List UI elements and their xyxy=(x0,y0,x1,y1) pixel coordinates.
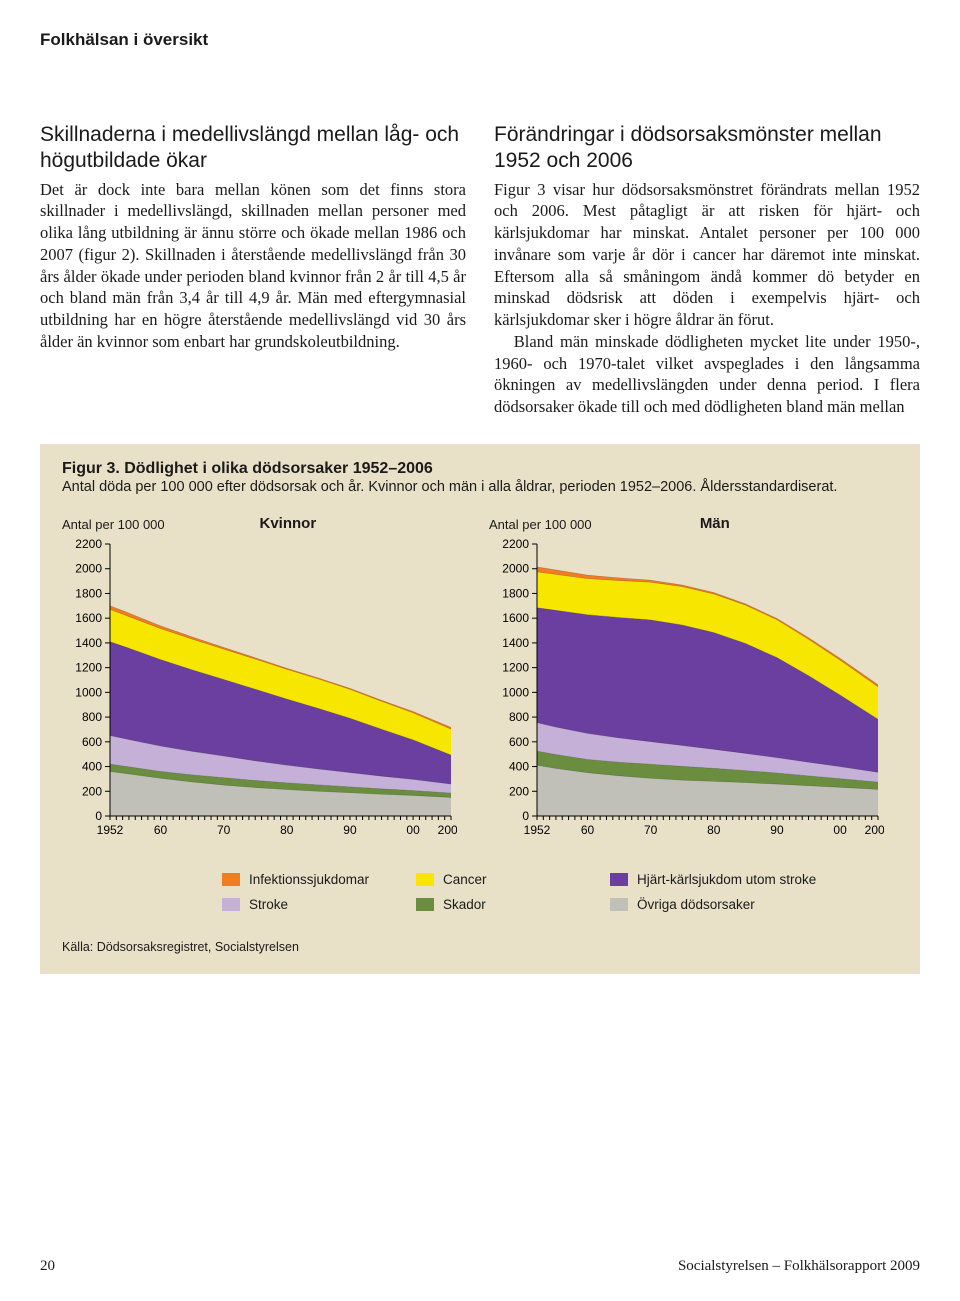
legend-item-skador: Skador xyxy=(416,897,596,912)
y-tick-label: 1400 xyxy=(75,636,102,650)
figure-desc: Antal döda per 100 000 efter dödsorsak o… xyxy=(62,479,837,495)
publication-name: Socialstyrelsen – Folkhälsorapport 2009 xyxy=(678,1258,920,1275)
figure-caption: Figur 3. Dödlighet i olika dödsorsaker 1… xyxy=(62,460,898,498)
legend-item-hjart: Hjärt-kärlsjukdom utom stroke xyxy=(610,872,816,887)
y-tick-label: 1000 xyxy=(502,686,529,700)
x-tick-label: 70 xyxy=(217,823,231,837)
right-para-1: Figur 3 visar hur dödsorsaksmönstret för… xyxy=(494,179,920,331)
page-number: 20 xyxy=(40,1258,55,1275)
x-tick-label: 2006 xyxy=(865,823,884,837)
legend-label-stroke: Stroke xyxy=(249,897,288,912)
x-tick-label: 00 xyxy=(406,823,420,837)
y-tick-label: 1600 xyxy=(502,612,529,626)
figure-title: Figur 3. Dödlighet i olika dödsorsaker 1… xyxy=(62,460,433,477)
x-tick-label: 2006 xyxy=(438,823,457,837)
legend-item-infektion: Infektionssjukdomar xyxy=(222,872,402,887)
chart-title-man: Män xyxy=(592,515,898,532)
legend-swatch-cancer xyxy=(416,873,434,886)
y-tick-label: 0 xyxy=(522,809,529,823)
y-tick-label: 2200 xyxy=(502,537,529,551)
y-tick-label: 1200 xyxy=(75,661,102,675)
x-tick-label: 00 xyxy=(833,823,847,837)
legend-swatch-infektion xyxy=(222,873,240,886)
legend-label-skador: Skador xyxy=(443,897,486,912)
legend-label-cancer: Cancer xyxy=(443,872,487,887)
y-tick-label: 2000 xyxy=(75,562,102,576)
legend-swatch-hjart xyxy=(610,873,628,886)
y-tick-label: 1800 xyxy=(75,587,102,601)
legend-label-ovriga: Övriga dödsorsaker xyxy=(637,897,755,912)
y-tick-label: 800 xyxy=(509,711,529,725)
x-tick-label: 60 xyxy=(581,823,595,837)
x-tick-label: 90 xyxy=(343,823,357,837)
chart-kvinnor: 0 200 400 600 800 1000 1200 1400 1600 1800 2000 220… xyxy=(62,536,457,846)
chart-title-kvinnor: Kvinnor xyxy=(165,515,471,532)
y-tick-label: 800 xyxy=(82,711,102,725)
legend-label-infektion: Infektionssjukdomar xyxy=(249,872,369,887)
x-tick-label: 1952 xyxy=(97,823,124,837)
y-tick-label: 2200 xyxy=(75,537,102,551)
left-subhead: Skillnaderna i medellivslängd mellan låg… xyxy=(40,122,466,175)
right-para-2: Bland män minskade dödligheten mycket li… xyxy=(494,331,920,418)
left-column: Skillnaderna i medellivslängd mellan låg… xyxy=(40,122,466,418)
x-tick-label: 1952 xyxy=(524,823,551,837)
left-para: Det är dock inte bara mellan könen som d… xyxy=(40,179,466,353)
y-tick-label: 1800 xyxy=(502,587,529,601)
y-axis-label: Antal per 100 000 xyxy=(62,517,165,532)
y-tick-label: 1400 xyxy=(502,636,529,650)
right-column: Förändringar i dödsorsaksmönster mellan … xyxy=(494,122,920,418)
y-tick-label: 600 xyxy=(82,735,102,749)
legend-label-hjart: Hjärt-kärlsjukdom utom stroke xyxy=(637,872,816,887)
y-tick-label: 1000 xyxy=(75,686,102,700)
chart-panel-kvinnor: Antal per 100 000 Kvinnor 0 200 400 600 800 1… xyxy=(62,515,471,846)
legend-swatch-skador xyxy=(416,898,434,911)
y-tick-label: 2000 xyxy=(502,562,529,576)
running-head: Folkhälsan i översikt xyxy=(40,30,920,50)
legend-item-cancer: Cancer xyxy=(416,872,596,887)
page-footer: 20 Socialstyrelsen – Folkhälsorapport 20… xyxy=(40,1258,920,1275)
x-tick-label: 70 xyxy=(644,823,658,837)
x-tick-label: 80 xyxy=(280,823,294,837)
y-tick-label: 1600 xyxy=(75,612,102,626)
y-axis-label: Antal per 100 000 xyxy=(489,517,592,532)
figure-legend: Infektionssjukdomar Cancer Hjärt-kärlsju… xyxy=(222,872,862,912)
x-tick-label: 60 xyxy=(154,823,168,837)
figure-source: Källa: Dödsorsaksregistret, Socialstyrel… xyxy=(62,940,898,954)
charts-row: Antal per 100 000 Kvinnor 02004006008001… xyxy=(62,515,898,846)
x-tick-label: 80 xyxy=(707,823,721,837)
legend-item-ovriga: Övriga dödsorsaker xyxy=(610,897,790,912)
y-tick-label: 400 xyxy=(509,760,529,774)
y-tick-label: 0 xyxy=(95,809,102,823)
chart-panel-man: Antal per 100 000 Män 0 200 400 600 800 1000 1… xyxy=(489,515,898,846)
text-columns: Skillnaderna i medellivslängd mellan låg… xyxy=(40,122,920,418)
right-subhead: Förändringar i dödsorsaksmönster mellan … xyxy=(494,122,920,175)
y-tick-label: 400 xyxy=(82,760,102,774)
legend-swatch-stroke xyxy=(222,898,240,911)
y-tick-label: 200 xyxy=(509,785,529,799)
x-tick-label: 90 xyxy=(770,823,784,837)
figure-3-block: Figur 3. Dödlighet i olika dödsorsaker 1… xyxy=(40,444,920,975)
chart-man: 0 200 400 600 800 1000 1200 1400 1600 1800 2000 220… xyxy=(489,536,884,846)
y-tick-label: 600 xyxy=(509,735,529,749)
legend-swatch-ovriga xyxy=(610,898,628,911)
y-tick-label: 1200 xyxy=(502,661,529,675)
y-tick-label: 200 xyxy=(82,785,102,799)
legend-item-stroke: Stroke xyxy=(222,897,402,912)
